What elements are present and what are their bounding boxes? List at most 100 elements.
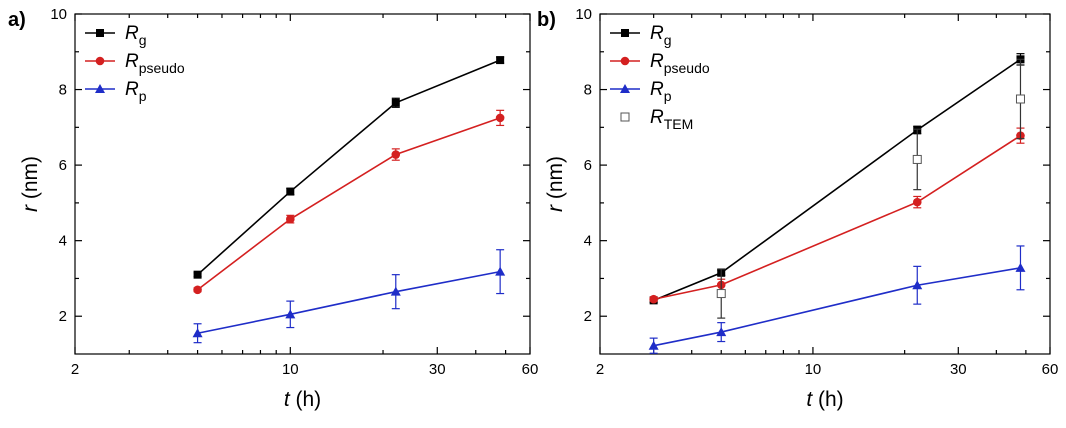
series-TEM [716, 58, 1025, 319]
legend-subscript: p [139, 88, 147, 104]
x-tick-label: 2 [596, 361, 604, 378]
legend-label: Rg [650, 23, 672, 48]
series-g [649, 53, 1025, 305]
panel-label: b) [537, 9, 556, 31]
x-axis-var: t [806, 388, 813, 411]
data-point-p [912, 280, 923, 290]
data-point-p [192, 328, 203, 338]
series-line-pseudo [653, 134, 1021, 301]
data-point-TEM [716, 289, 726, 299]
series-line-p [197, 270, 501, 335]
legend-marker [95, 56, 105, 66]
x-axis-var: t [284, 388, 291, 411]
legend-subscript: g [664, 32, 672, 48]
plot-frame [74, 13, 531, 355]
legend-name: R [125, 23, 139, 44]
data-point-p [495, 266, 506, 276]
legend-entry-TEM: RTEM [620, 107, 693, 132]
legend-label: Rp [650, 79, 672, 104]
series-p [648, 245, 1026, 354]
legend-name: R [650, 23, 664, 44]
legend-entry-g: Rg [610, 23, 672, 48]
legend-marker [620, 56, 630, 66]
x-tick-label: 10 [805, 361, 822, 378]
panel-label: a) [8, 9, 26, 31]
series-line-g [653, 58, 1021, 302]
legend-entry-pseudo: Rpseudo [610, 51, 710, 76]
y-axis-title: r (nm) [544, 156, 567, 212]
legend-marker [96, 29, 104, 37]
data-point-g [391, 98, 400, 107]
legend-subscript: TEM [664, 116, 694, 132]
legend-label: Rg [125, 23, 147, 48]
data-point-p [648, 340, 659, 350]
data-point-g [286, 187, 295, 196]
legend-label: RTEM [650, 107, 693, 132]
data-point-p [716, 327, 727, 337]
y-axis-unit: (nm) [544, 156, 567, 205]
y-tick-label: 8 [584, 82, 592, 99]
legend-name: R [650, 107, 664, 128]
legend-label: Rpseudo [650, 51, 710, 76]
y-tick-label: 2 [584, 308, 592, 325]
y-tick-label: 6 [59, 157, 67, 174]
x-tick-label: 30 [429, 361, 446, 378]
y-tick-label: 4 [59, 233, 67, 250]
data-point-pseudo [495, 113, 505, 123]
data-point-p [390, 286, 401, 296]
legend-entry-pseudo: Rpseudo [85, 51, 185, 76]
x-axis-unit: (h) [812, 388, 844, 411]
y-axis-var: r [544, 204, 567, 212]
legend-marker [620, 112, 630, 122]
data-point-pseudo [286, 214, 295, 224]
legend-marker [95, 84, 105, 93]
data-point-pseudo [391, 150, 401, 159]
legend-marker [621, 29, 629, 37]
series-line-g [197, 59, 501, 276]
data-point-TEM [1015, 94, 1025, 104]
series-pseudo [193, 109, 505, 295]
y-tick-label: 6 [584, 157, 592, 174]
legend-subscript: g [139, 32, 147, 48]
legend-name: R [125, 79, 139, 100]
legend-subscript: p [664, 88, 672, 104]
plot-frame [599, 13, 1051, 355]
data-point-g [193, 270, 202, 279]
legend-subscript: pseudo [139, 60, 185, 76]
series-g [193, 56, 505, 279]
legend-entry-p: Rp [610, 79, 672, 104]
x-tick-label: 30 [950, 361, 967, 378]
data-point-TEM [912, 154, 922, 164]
legend-entry-g: Rg [85, 23, 147, 48]
y-tick-label: 8 [59, 82, 67, 99]
x-tick-label: 60 [1042, 361, 1059, 378]
y-axis-unit: (nm) [19, 156, 42, 205]
legend-name: R [125, 51, 139, 72]
y-axis-var: r [19, 204, 42, 212]
x-tick-label: 10 [282, 361, 299, 378]
y-tick-label: 2 [59, 308, 67, 325]
data-point-p [285, 309, 296, 319]
legend-label: Rpseudo [125, 51, 185, 76]
data-point-g [496, 56, 505, 65]
series-line-pseudo [197, 117, 501, 291]
data-point-pseudo [912, 197, 922, 207]
series-line-p [653, 267, 1021, 347]
data-point-pseudo [649, 294, 658, 304]
legend-entry-p: Rp [85, 79, 147, 104]
legend-marker [620, 84, 630, 93]
legend-name: R [650, 79, 664, 100]
y-tick-label: 10 [575, 6, 592, 23]
y-tick-label: 10 [50, 6, 67, 23]
x-axis-unit: (h) [290, 388, 322, 411]
x-tick-label: 2 [71, 361, 79, 378]
legend-label: Rp [125, 79, 147, 104]
legend-subscript: pseudo [664, 60, 710, 76]
data-point-p [1015, 262, 1026, 272]
x-tick-label: 60 [522, 361, 539, 378]
data-point-pseudo [193, 285, 202, 295]
